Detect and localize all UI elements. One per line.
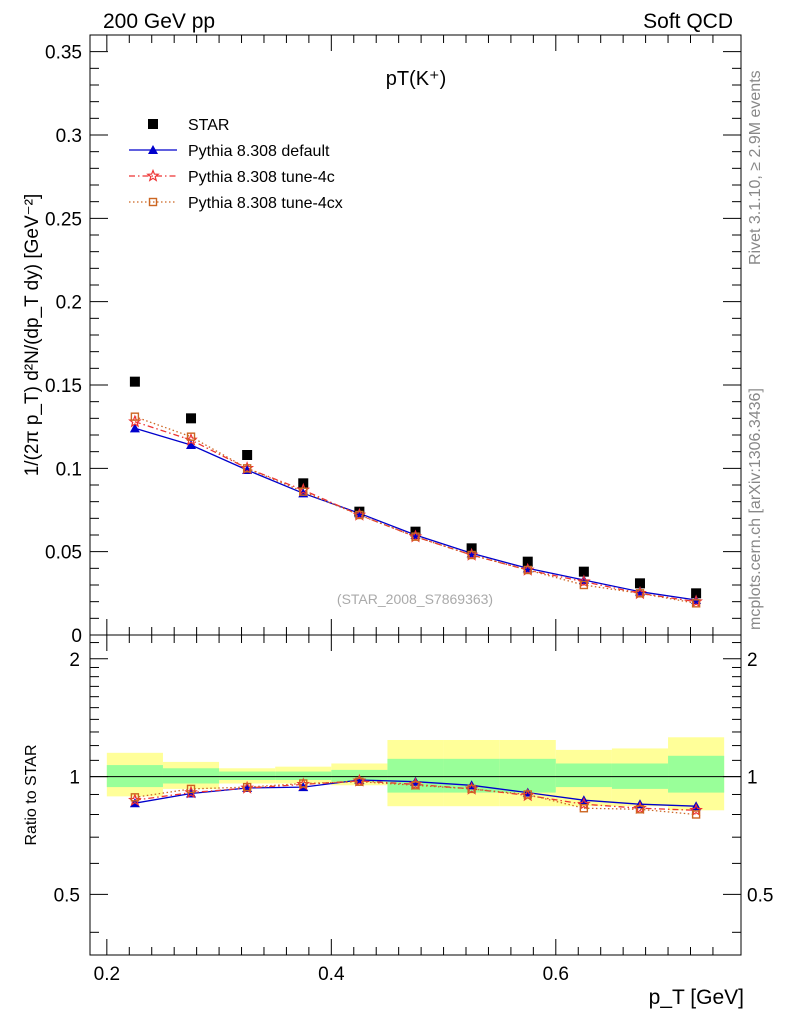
main-y-tick-label: 0.25 [45,209,82,230]
ratio-point-s2-2 [242,782,252,792]
x-axis-label: p_T [GeV] [649,986,744,1009]
analysis-watermark: (STAR_2008_S7869363) [337,591,493,607]
ratio-bands [90,737,741,811]
ratio-point-s1-10 [689,803,703,817]
ratio-band-green-10 [668,755,725,793]
main-point-s0-8 [578,566,589,577]
main-point-s0-2 [242,450,253,460]
ratio-point-s2-0 [130,793,140,802]
main-y-tick-label: 0 [71,626,82,647]
main-point-s1-0 [129,423,140,433]
main-point-s0-9 [634,578,645,589]
main-point-s3-8 [579,580,589,590]
ratio-band-green-3 [275,771,332,780]
ratio-band-green-8 [555,763,612,788]
main-y-tick-label: 0.05 [45,543,82,564]
main-point-s3-5 [411,532,420,541]
main-point-s0-7 [522,556,533,567]
main-point-s3-1 [186,432,196,441]
legend-label-0: STAR [188,117,229,134]
ratio-y-tick-label-right: 0.5 [747,885,773,906]
ratio-band-green-1 [162,768,220,784]
rivet-label: Rivet 3.1.10, ≥ 2.9M events [747,70,764,265]
main-point-s0-10 [691,588,702,599]
main-point-s3-3 [299,487,308,496]
main-point-s3-2 [242,464,252,473]
header-left: 200 GeV pp [103,10,215,33]
main-point-s3-7 [523,565,532,575]
header-right: Soft QCD [643,10,733,33]
main-y-axis-label: 1/(2π p_T) d²N/(dp_T dy) [GeV⁻²] [22,194,43,477]
ratio-point-s2-9 [635,805,645,814]
ratio-point-s2-5 [411,781,420,790]
ratio-point-s2-3 [299,779,308,788]
main-point-s0-0 [129,376,140,387]
x-tick-label: 0.6 [543,964,569,985]
ratio-y-tick-label-left: 0.5 [54,885,80,906]
ratio-plot-frame: 2 2 1 1 0.5 0.5 0.2 0.4 0.6 [54,634,773,985]
legend-marker-3 [148,197,158,207]
ratio-point-s2-7 [523,790,532,799]
ratio-point-s2-8 [579,804,589,813]
ratio-point-s1-8 [576,796,591,810]
main-y-tick-label: 0.35 [45,43,82,64]
main-y-tick-label: 0.1 [56,459,82,480]
ratio-plot-marks [128,773,703,819]
ratio-y-tick-label-left: 2 [69,650,80,671]
main-series-line-3 [134,416,697,604]
legend-label-2: Pythia 8.308 tune-4c [188,169,335,186]
x-tick-label: 0.2 [94,964,120,985]
legend-marker-2 [146,168,160,182]
ratio-y-axis-label: Ratio to STAR [23,744,40,845]
main-y-tick-label: 0.15 [45,376,82,397]
legend: STAR Pythia 8.308 default Pythia 8.308 tun… [129,117,343,212]
main-y-tick-label: 0.2 [56,293,82,314]
main-point-s3-10 [691,599,701,608]
ratio-point-s2-1 [186,784,196,794]
chart-title: pT(K⁺) [386,68,447,90]
ratio-y-tick-label-left: 1 [69,768,80,789]
main-plot-frame: 0.35 0.3 0.25 0.2 0.15 0.1 0.05 0 [45,34,742,647]
legend-marker-1 [148,145,158,154]
main-point-s3-9 [635,589,645,598]
mcplots-label: mcplots.cern.ch [arXiv:1306.3436] [747,388,764,630]
main-point-s0-1 [186,413,197,424]
legend-label-1: Pythia 8.308 default [188,143,330,160]
main-plot-marks [128,376,703,608]
ratio-y-tick-label-right: 1 [747,768,758,789]
ratio-point-s0-7 [522,787,533,797]
main-point-s3-6 [467,550,476,560]
ratio-point-s2-6 [467,784,476,794]
ratio-point-s2-4 [355,777,364,786]
ratio-band-green-5 [387,758,444,793]
main-point-s3-0 [130,412,140,421]
ratio-frame-rect [89,634,742,956]
ratio-band-green-7 [499,758,556,793]
main-point-s3-4 [355,510,364,520]
ratio-y-tick-label-right: 2 [747,650,758,671]
ratio-band-green-2 [219,771,276,780]
main-y-tick-label: 0.3 [56,126,82,147]
legend-marker-0 [148,119,158,129]
x-tick-label: 0.4 [318,964,345,985]
main-point-s2-8 [576,574,591,588]
legend-label-3: Pythia 8.308 tune-4cx [188,195,343,212]
main-point-s1-1 [186,440,197,449]
main-series-line-2 [134,421,697,603]
ratio-point-s2-10 [691,810,701,819]
